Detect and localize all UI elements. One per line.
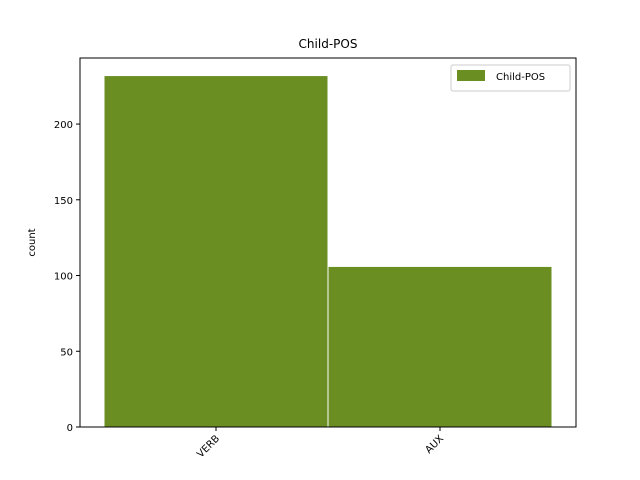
bars-group: [103, 75, 553, 428]
y-tick-label-50: 50: [60, 347, 73, 358]
x-tick-label-verb: VERB: [195, 433, 222, 460]
y-tick-label-150: 150: [54, 196, 73, 207]
y-tick-label-100: 100: [54, 272, 73, 283]
x-tick-label-aux: AUX: [423, 433, 446, 456]
legend-label: Child-POS: [496, 72, 545, 83]
plot-frame: [79, 57, 577, 428]
legend-swatch: [457, 70, 485, 81]
x-axis: VERB AUX: [195, 427, 446, 460]
legend: Child-POS: [450, 64, 571, 92]
chart-title: Child-POS: [299, 37, 358, 51]
y-axis: 0 50 100 150 200: [54, 120, 80, 434]
y-tick-label-0: 0: [67, 423, 73, 434]
bar-verb: [103, 75, 329, 428]
y-tick-label-200: 200: [54, 120, 73, 131]
y-axis-label: count: [27, 228, 38, 256]
bar-aux: [327, 265, 553, 428]
